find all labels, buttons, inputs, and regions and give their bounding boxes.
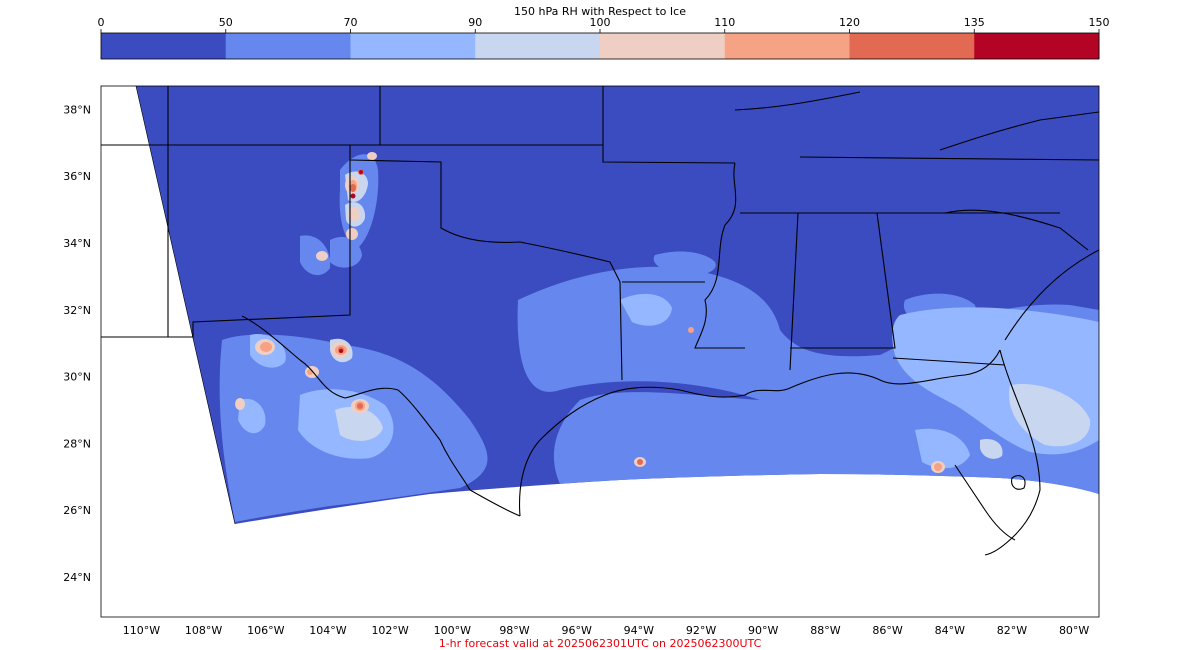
longitude-tick-label: 92°W	[686, 624, 716, 637]
colorbar-frame	[100, 32, 1100, 60]
colorbar-swatch	[849, 33, 975, 59]
latitude-tick-label: 24°N	[63, 571, 91, 584]
forecast-valid-caption: 1-hr forecast valid at 2025062301UTC on …	[439, 637, 762, 650]
latitude-tick-label: 36°N	[63, 170, 91, 183]
coastline-and-border	[241, 315, 1041, 556]
longitude-tick-label: 102°W	[371, 624, 408, 637]
colorbar-tick-label: 110	[714, 16, 735, 29]
latitude-tick-label: 38°N	[63, 103, 91, 116]
latitude-tick-label: 30°N	[63, 371, 91, 384]
longitude-tick-label: 106°W	[247, 624, 284, 637]
longitude-tick-label: 100°W	[434, 624, 471, 637]
colorbar-swatch	[101, 33, 227, 59]
longitude-tick-label: 94°W	[624, 624, 654, 637]
colorbar-swatch	[225, 33, 351, 59]
longitude-tick-label: 108°W	[185, 624, 222, 637]
latitude-tick-label: 34°N	[63, 237, 91, 250]
longitude-tick-label: 84°W	[935, 624, 965, 637]
rh-135-150-regions	[339, 170, 363, 353]
colorbar-tick-label: 100	[590, 16, 611, 29]
colorbar-tick-label: 70	[344, 16, 358, 29]
latitude-tick-labels: 38°N 36°N 34°N 32°N 30°N 28°N 26°N 24°N	[63, 103, 91, 584]
longitude-tick-label: 80°W	[1059, 624, 1089, 637]
colorbar-swatch	[974, 33, 1100, 59]
map-panel	[101, 86, 1099, 617]
colorbar-tick-label: 50	[219, 16, 233, 29]
longitude-tick-label: 86°W	[872, 624, 902, 637]
longitude-tick-label: 88°W	[810, 624, 840, 637]
colorbar-swatches	[101, 33, 1100, 59]
latitude-tick-label: 32°N	[63, 304, 91, 317]
colorbar-tick-label: 120	[839, 16, 860, 29]
colorbar-swatch	[600, 33, 726, 59]
colorbar-tick-label: 135	[964, 16, 985, 29]
longitude-tick-label: 104°W	[309, 624, 346, 637]
colorbar-tick-label: 90	[468, 16, 482, 29]
colorbar-tick-label: 0	[98, 16, 105, 29]
domain-edge	[135, 86, 236, 525]
colorbar-tick-label: 150	[1089, 16, 1110, 29]
latitude-tick-label: 28°N	[63, 437, 91, 450]
longitude-tick-label: 98°W	[499, 624, 529, 637]
colorbar-swatch	[350, 33, 476, 59]
longitude-tick-label: 82°W	[997, 624, 1027, 637]
latitude-tick-label: 26°N	[63, 504, 91, 517]
longitude-tick-label: 90°W	[748, 624, 778, 637]
colorbar-swatch	[724, 33, 850, 59]
state-boundaries	[101, 86, 1099, 381]
map-frame	[100, 85, 1100, 618]
colorbar-tick-labels: 0 50 70 90 100 110 120 135 150	[98, 16, 1110, 33]
colorbar-swatch	[475, 33, 601, 59]
longitude-tick-label: 110°W	[123, 624, 160, 637]
longitude-tick-label: 96°W	[561, 624, 591, 637]
colorbar-title: 150 hPa RH with Respect to Ice	[514, 5, 686, 18]
longitude-tick-labels: 110°W 108°W 106°W 104°W 102°W 100°W 98°W 96°W 94…	[123, 624, 1090, 637]
